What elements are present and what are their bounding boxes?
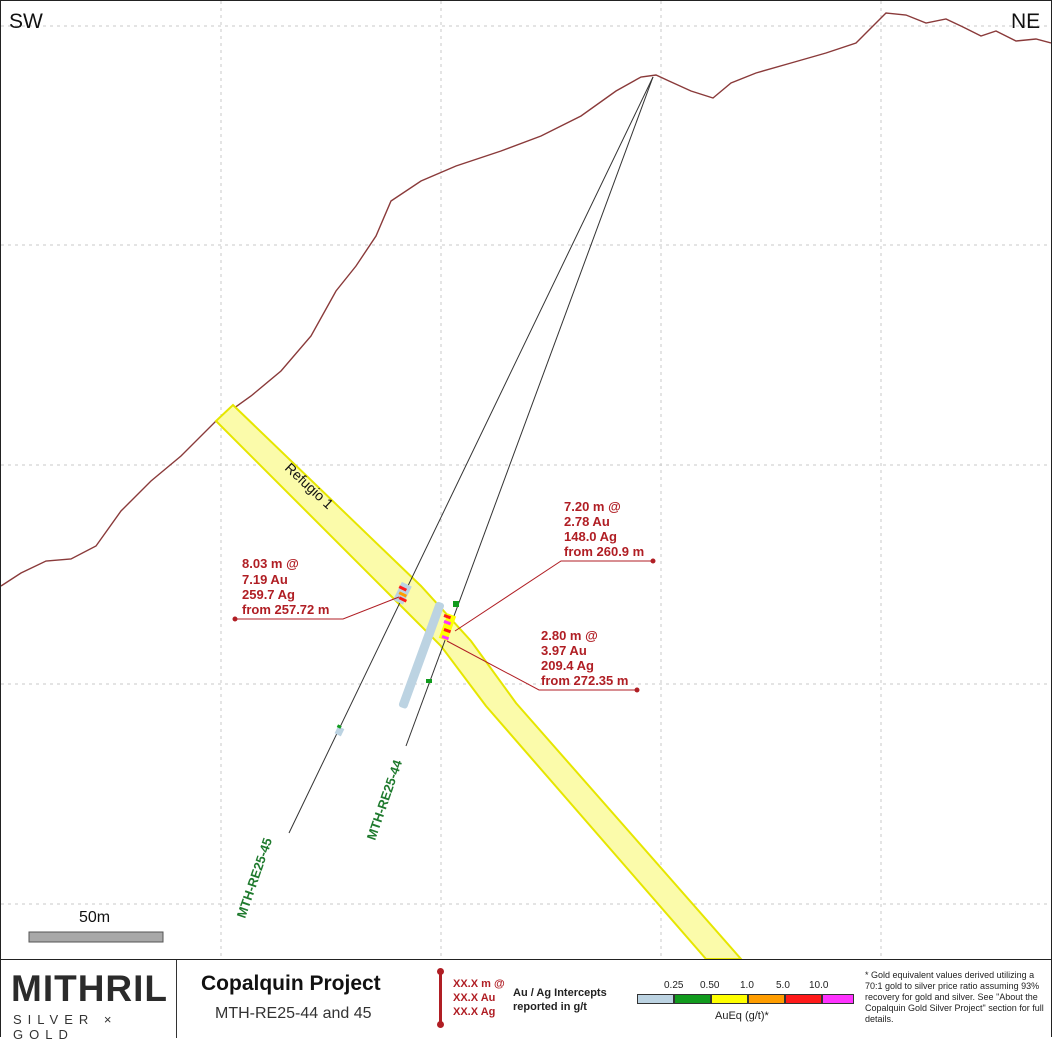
scale-swatch [822,994,854,1004]
svg-text:from 272.35 m: from 272.35 m [541,673,628,688]
scale-swatch [711,994,748,1004]
svg-text:2.80 m @: 2.80 m @ [541,628,598,643]
svg-text:2.78 Au: 2.78 Au [564,514,610,529]
scale-bar [28,931,164,943]
grid [1,1,1051,959]
svg-text:209.4 Ag: 209.4 Ag [541,658,594,673]
scale-swatch [637,994,674,1004]
legend-example-line: XX.X m @ [453,978,505,990]
svg-text:8.03 m @: 8.03 m @ [242,556,299,571]
svg-text:3.97 Au: 3.97 Au [541,643,587,658]
logo-tagline: SILVER × GOLD [13,1012,118,1042]
hole-label-44: MTH-RE25-44 [364,757,406,842]
scale-tick: 5.0 [776,980,790,991]
intercept-legend: XX.X m @ XX.X Au XX.X Ag Au / Ag Interce… [431,960,621,1038]
drill-hole-45 [288,76,654,834]
footnote-text: * Gold equivalent values derived utilizi… [865,970,1044,1024]
scale-swatch [674,994,711,1004]
svg-text:from 257.72 m: from 257.72 m [242,602,329,617]
refugio-vein [214,403,743,959]
intercept-leaders [232,558,656,693]
logo: MITHRIL SILVER × GOLD [1,960,177,1042]
footer: MITHRIL SILVER × GOLD Copalquin Project … [1,959,1051,1042]
title-block: Copalquin Project MTH-RE25-44 and 45 [177,960,427,1038]
topography-line [1,12,1051,587]
project-title: Copalquin Project [201,972,381,995]
intercept-c: 2.80 m @ 3.97 Au 209.4 Ag from 272.35 m [541,628,628,688]
intercept-b: 7.20 m @ 2.78 Au 148.0 Ag from 260.9 m [564,499,644,559]
scale-swatch [785,994,822,1004]
legend-bracket [437,968,444,1028]
cross-section: Refugio 1 MTH-RE25-45 MTH-RE25-44 8.03 m… [1,1,1051,959]
project-subtitle: MTH-RE25-44 and 45 [215,1005,372,1022]
intercept-a: 8.03 m @ 7.19 Au 259.7 Ag from 257.72 m [242,556,329,617]
scale-tick: 0.50 [700,980,720,991]
legend-description: Au / Ag Intercepts reported in g/t [513,987,607,1013]
legend-example-line: XX.X Ag [453,1006,496,1018]
svg-text:148.0 Ag: 148.0 Ag [564,529,617,544]
scale-tick: 10.0 [809,980,829,991]
scale-tick: 1.0 [740,980,754,991]
scale-tick: 0.25 [664,980,684,991]
scale-label: AuEq (g/t)* [715,1010,769,1022]
legend-example-line: XX.X Au [453,992,496,1004]
direction-ne: NE [1011,10,1040,33]
svg-text:7.19 Au: 7.19 Au [242,572,288,587]
drill-hole-44 [398,76,654,747]
logo-word: MITHRIL [11,968,169,1009]
scale-swatch [748,994,785,1004]
hole-label-45: MTH-RE25-45 [234,836,275,920]
direction-sw: SW [9,10,43,33]
svg-text:7.20 m @: 7.20 m @ [564,499,621,514]
scale-label: 50m [79,909,110,926]
svg-text:from 260.9 m: from 260.9 m [564,544,644,559]
color-scale: 0.25 0.50 1.0 5.0 10.0 AuEq (g/t)* [631,960,861,1038]
footnote: * Gold equivalent values derived utilizi… [861,960,1049,1038]
svg-text:259.7 Ag: 259.7 Ag [242,587,295,602]
